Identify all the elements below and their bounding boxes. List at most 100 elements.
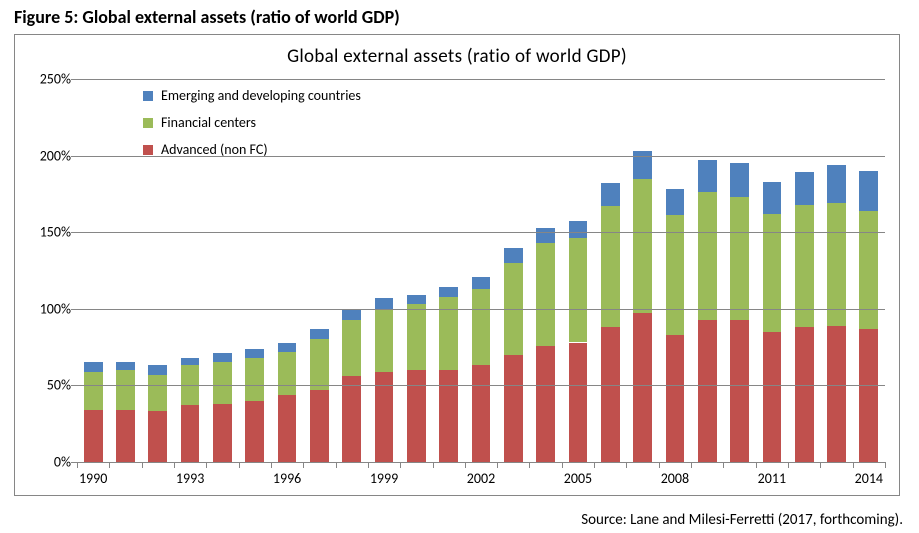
x-tick xyxy=(142,462,143,468)
x-tick xyxy=(497,462,498,468)
y-tick xyxy=(71,156,77,157)
bar-segment-advanced xyxy=(407,370,426,462)
chart-area: Global external assets (ratio of world G… xyxy=(14,34,900,496)
x-tick xyxy=(529,462,530,468)
x-tick xyxy=(400,462,401,468)
x-tick xyxy=(303,462,304,468)
bar-segment-emerging xyxy=(827,165,846,203)
bar-segment-emerging xyxy=(245,349,264,358)
bar-segment-fincenters xyxy=(116,370,135,410)
bar-column xyxy=(795,79,814,462)
gridline xyxy=(77,232,885,233)
bar-segment-emerging xyxy=(472,277,491,289)
gridline xyxy=(77,79,885,80)
bar-segment-advanced xyxy=(278,395,297,462)
legend-item: Advanced (non FC) xyxy=(143,141,361,158)
bar-segment-emerging xyxy=(181,358,200,366)
bar-segment-advanced xyxy=(569,343,588,462)
bar-segment-advanced xyxy=(633,313,652,462)
y-tick xyxy=(71,385,77,386)
bar-segment-fincenters xyxy=(278,352,297,395)
x-tick xyxy=(562,462,563,468)
bar-segment-advanced xyxy=(439,370,458,462)
bar-segment-emerging xyxy=(278,343,297,352)
x-axis-label: 1999 xyxy=(370,470,398,487)
bar-column xyxy=(633,79,652,462)
bar-segment-fincenters xyxy=(407,304,426,370)
legend-swatch xyxy=(143,91,153,101)
x-tick xyxy=(756,462,757,468)
x-tick xyxy=(433,462,434,468)
legend-swatch xyxy=(143,118,153,128)
bar-segment-emerging xyxy=(601,183,620,206)
x-tick xyxy=(465,462,466,468)
bar-column xyxy=(439,79,458,462)
bar-segment-fincenters xyxy=(666,215,685,334)
x-tick xyxy=(109,462,110,468)
bar-segment-advanced xyxy=(342,376,361,462)
bar-segment-fincenters xyxy=(84,372,103,410)
figure-title: Figure 5: Global external assets (ratio … xyxy=(14,6,909,28)
bar-segment-advanced xyxy=(84,410,103,462)
bar-segment-fincenters xyxy=(633,179,652,314)
bar-column xyxy=(827,79,846,462)
bar-column xyxy=(375,79,394,462)
bar-segment-advanced xyxy=(148,411,167,462)
x-tick xyxy=(77,462,78,468)
bar-segment-advanced xyxy=(763,332,782,462)
bar-segment-fincenters xyxy=(698,192,717,319)
bar-segment-emerging xyxy=(148,365,167,374)
legend-swatch xyxy=(143,145,153,155)
bar-column xyxy=(472,79,491,462)
bar-segment-fincenters xyxy=(827,203,846,326)
bar-segment-emerging xyxy=(407,295,426,304)
bar-segment-advanced xyxy=(504,355,523,462)
gridline xyxy=(77,385,885,386)
y-axis-label: 150% xyxy=(23,224,71,241)
x-tick xyxy=(853,462,854,468)
x-tick xyxy=(820,462,821,468)
bar-segment-emerging xyxy=(859,171,878,211)
x-axis-label: 2005 xyxy=(564,470,592,487)
y-axis-label: 250% xyxy=(23,71,71,88)
source-citation: Source: Lane and Milesi-Ferretti (2017, … xyxy=(581,511,903,529)
y-tick xyxy=(71,309,77,310)
bar-segment-advanced xyxy=(698,320,717,462)
bar-segment-fincenters xyxy=(213,362,232,403)
y-tick xyxy=(71,232,77,233)
bar-segment-emerging xyxy=(536,228,555,243)
bar-segment-advanced xyxy=(795,327,814,462)
x-axis-label: 2014 xyxy=(855,470,883,487)
x-axis-label: 1993 xyxy=(176,470,204,487)
y-axis-label: 200% xyxy=(23,147,71,164)
bar-column xyxy=(407,79,426,462)
x-tick xyxy=(659,462,660,468)
x-axis-label: 1990 xyxy=(79,470,107,487)
bar-segment-fincenters xyxy=(859,211,878,329)
x-tick xyxy=(691,462,692,468)
x-tick xyxy=(239,462,240,468)
x-tick xyxy=(336,462,337,468)
x-tick xyxy=(174,462,175,468)
bar-segment-emerging xyxy=(84,362,103,371)
bar-segment-advanced xyxy=(116,410,135,462)
bar-segment-emerging xyxy=(569,221,588,238)
x-axis-label: 2002 xyxy=(467,470,495,487)
bar-column xyxy=(763,79,782,462)
bar-segment-emerging xyxy=(763,182,782,214)
bar-segment-fincenters xyxy=(342,320,361,377)
bar-segment-emerging xyxy=(795,172,814,204)
legend: Emerging and developing countriesFinanci… xyxy=(143,87,361,168)
bar-segment-fincenters xyxy=(310,339,329,390)
bar-segment-advanced xyxy=(859,329,878,462)
y-axis-label: 100% xyxy=(23,300,71,317)
bar-segment-emerging xyxy=(116,362,135,370)
x-axis-label: 1996 xyxy=(273,470,301,487)
bar-column xyxy=(601,79,620,462)
bar-column xyxy=(698,79,717,462)
x-tick xyxy=(271,462,272,468)
bar-segment-advanced xyxy=(601,327,620,462)
y-axis-label: 50% xyxy=(23,377,71,394)
bar-segment-advanced xyxy=(181,405,200,462)
bar-segment-fincenters xyxy=(148,375,167,412)
